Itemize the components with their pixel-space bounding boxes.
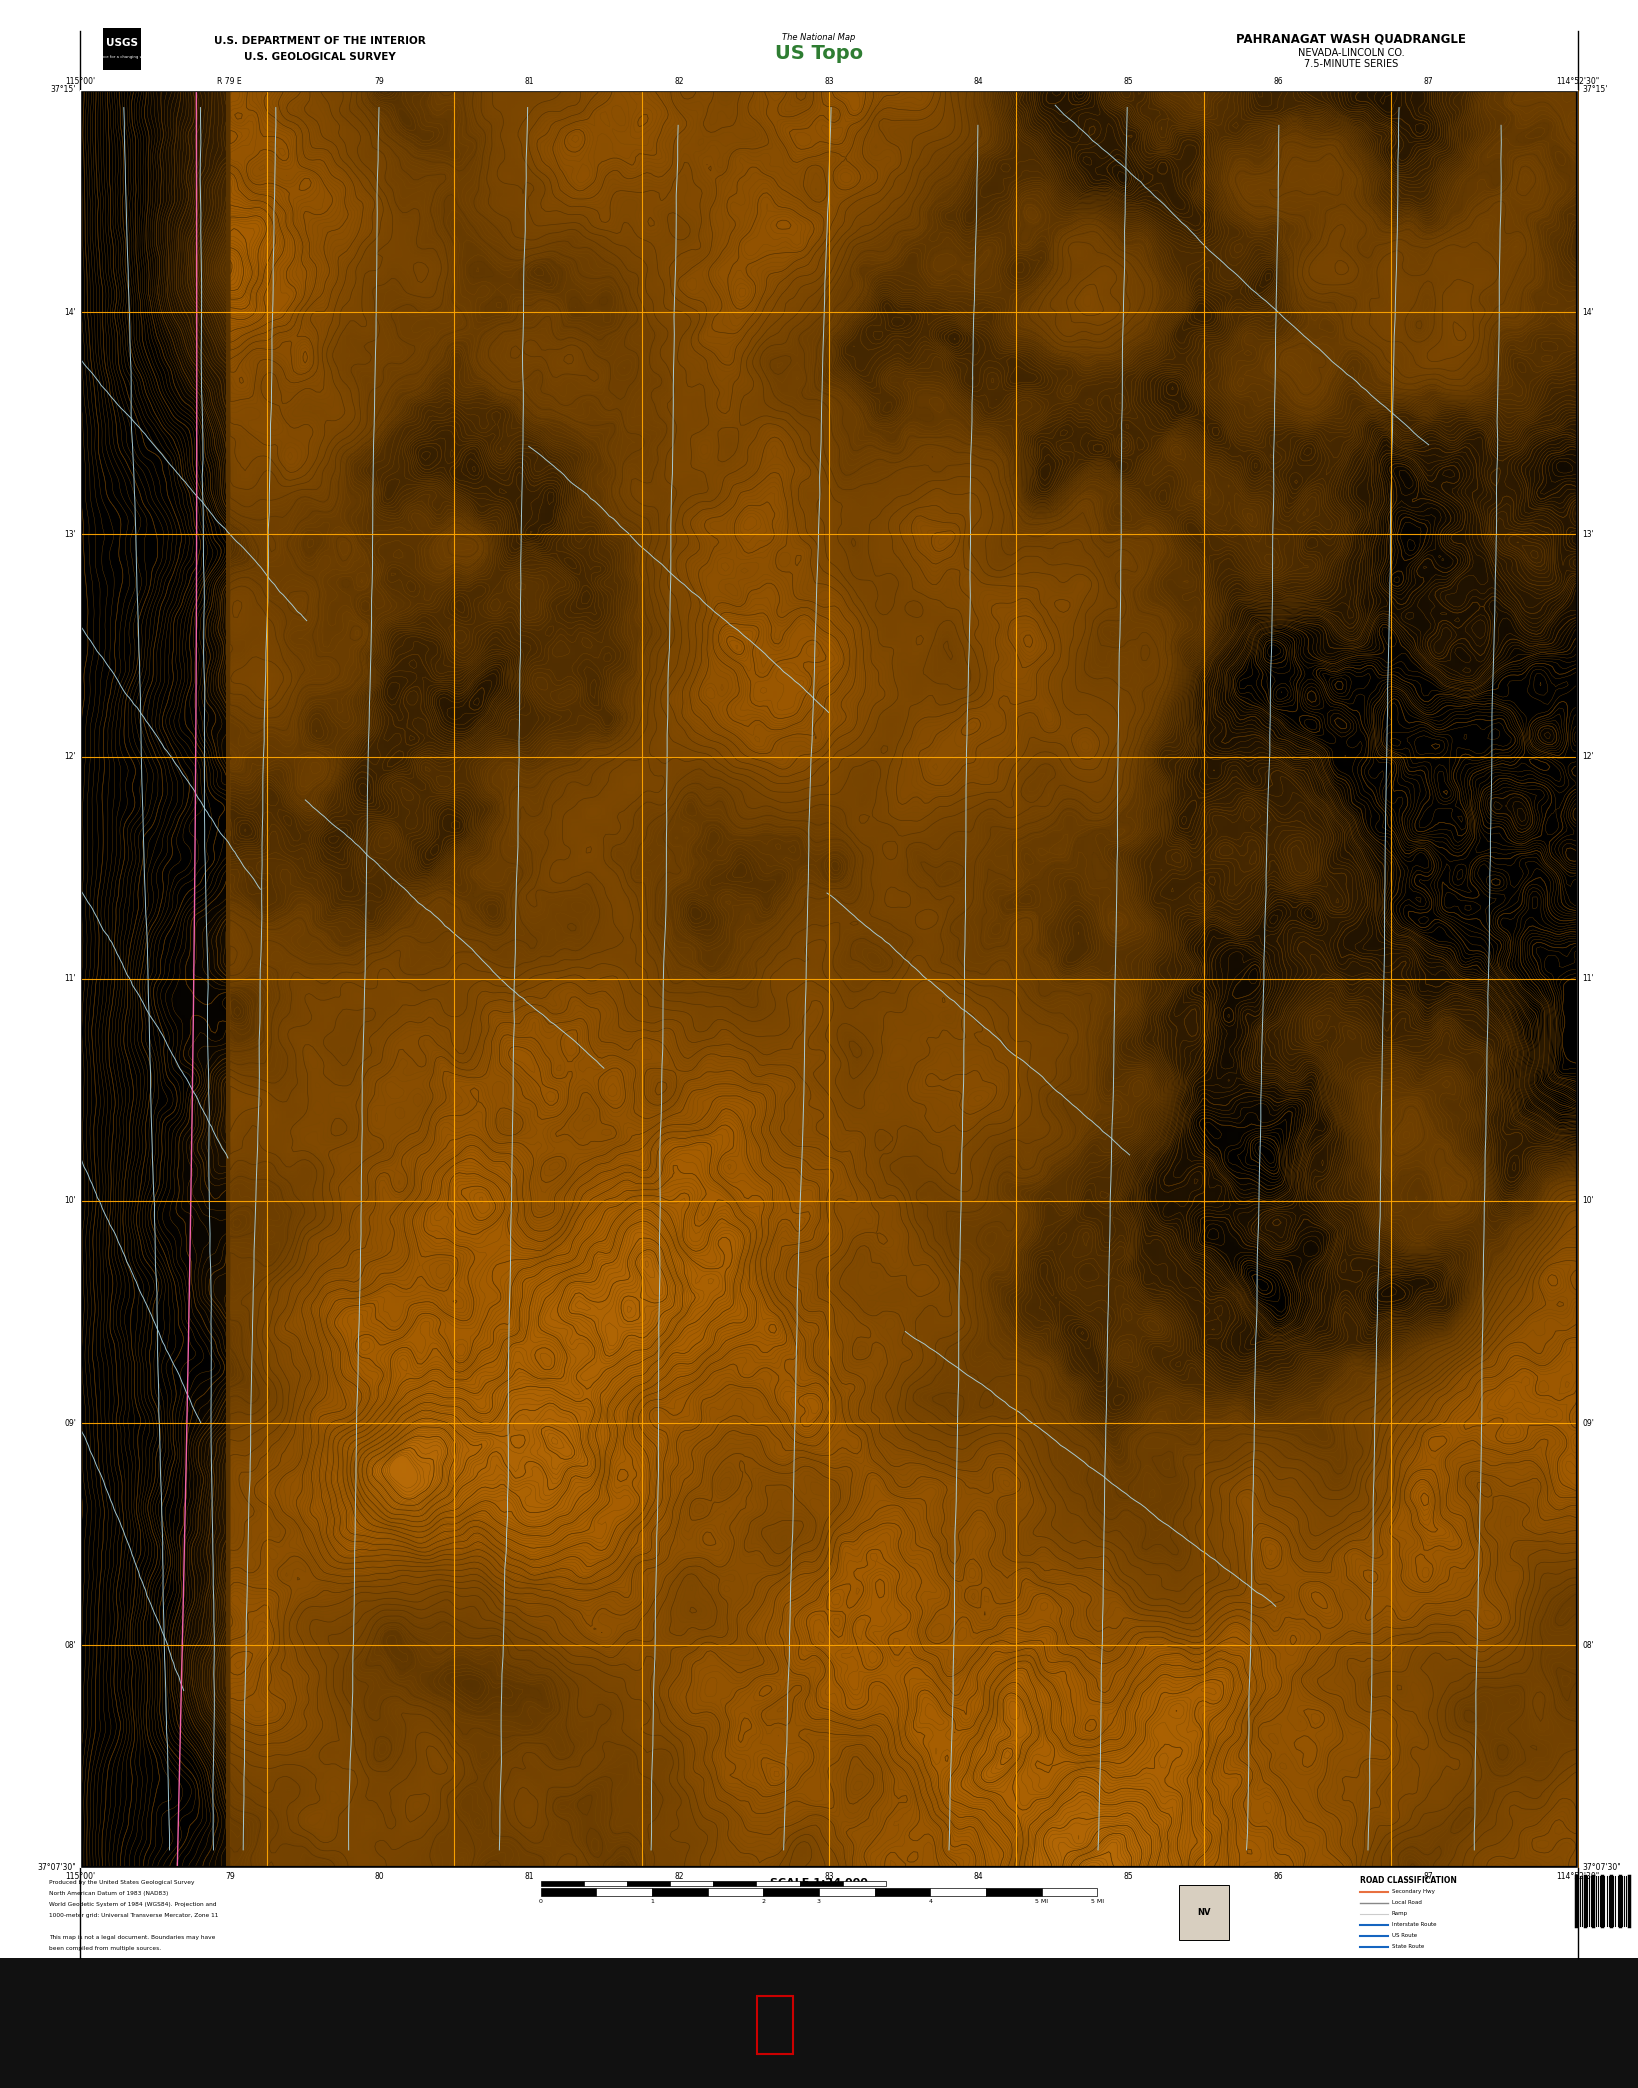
Text: 82: 82 [675,1871,685,1881]
Text: 2: 2 [762,1898,765,1904]
Text: U.S. DEPARTMENT OF THE INTERIOR: U.S. DEPARTMENT OF THE INTERIOR [213,35,426,46]
Text: 114°52'30": 114°52'30" [1556,77,1600,86]
Text: 115°00': 115°00' [66,77,95,86]
Text: 09': 09' [64,1418,75,1428]
Text: 79: 79 [224,1871,234,1881]
Text: 81: 81 [524,1871,534,1881]
Bar [713,1881,757,1885]
Text: 0: 0 [539,1898,542,1904]
Bar [80,90,1577,1867]
Text: 82: 82 [675,77,685,86]
Bar [583,1881,627,1885]
Bar [763,1888,819,1896]
Bar [596,1888,652,1896]
Text: 87: 87 [1423,1871,1433,1881]
Text: 37°07'30": 37°07'30" [38,1862,75,1873]
Bar [757,1881,799,1885]
Text: 84: 84 [975,77,983,86]
Bar [1042,1888,1097,1896]
Text: 12': 12' [1582,752,1594,760]
Text: North American Datum of 1983 (NAD83): North American Datum of 1983 (NAD83) [49,1892,169,1896]
Text: science for a changing world: science for a changing world [93,56,151,58]
Text: 79: 79 [375,77,385,86]
Bar [1179,1885,1228,1940]
Text: This map is not a legal document. Boundaries may have: This map is not a legal document. Bounda… [49,1936,216,1940]
Text: State Route: State Route [1392,1944,1423,1950]
Text: U.S. GEOLOGICAL SURVEY: U.S. GEOLOGICAL SURVEY [244,52,395,63]
Bar [757,1996,793,2055]
Text: 4: 4 [929,1898,932,1904]
Text: 10': 10' [64,1196,75,1205]
Bar [541,1881,583,1885]
Text: US Route: US Route [1392,1933,1417,1938]
Bar [799,1881,842,1885]
Text: SCALE 1:24 000: SCALE 1:24 000 [770,1877,868,1888]
Text: 12': 12' [64,752,75,760]
Text: 37°15': 37°15' [1582,86,1607,94]
Bar [986,1888,1042,1896]
Text: 7.5-MINUTE SERIES: 7.5-MINUTE SERIES [1304,58,1399,69]
Text: 10': 10' [1582,1196,1594,1205]
Bar [842,1881,886,1885]
Text: 5 MI: 5 MI [1035,1898,1048,1904]
Text: USGS: USGS [106,38,138,48]
Text: 80: 80 [375,1871,385,1881]
Text: R 79 E: R 79 E [218,77,242,86]
Text: 13': 13' [64,530,75,539]
Text: 11': 11' [1582,975,1594,983]
Text: 85: 85 [1124,77,1133,86]
Bar [0,1959,1638,2088]
Bar [103,29,141,71]
Text: Ramp: Ramp [1392,1911,1407,1917]
Text: 37°15': 37°15' [51,86,75,94]
Text: 1: 1 [650,1898,654,1904]
Bar [708,1888,763,1896]
Text: 83: 83 [824,1871,834,1881]
Text: 86: 86 [1274,77,1283,86]
Bar [875,1888,930,1896]
Text: Interstate Route: Interstate Route [1392,1923,1437,1927]
Bar [930,1888,986,1896]
Text: The National Map: The National Map [783,33,855,42]
Text: 11': 11' [64,975,75,983]
Text: 14': 14' [1582,307,1594,317]
Text: World Geodetic System of 1984 (WGS84). Projection and: World Geodetic System of 1984 (WGS84). P… [49,1902,216,1906]
Text: 86: 86 [1274,1871,1283,1881]
Bar [670,1881,713,1885]
Bar [627,1881,670,1885]
Text: 81: 81 [524,77,534,86]
Text: 08': 08' [64,1641,75,1650]
Text: 83: 83 [824,77,834,86]
Text: 13': 13' [1582,530,1594,539]
Text: 37°07'30": 37°07'30" [1582,1862,1620,1873]
Text: Produced by the United States Geological Survey: Produced by the United States Geological… [49,1879,195,1885]
Text: 5 MI: 5 MI [1091,1898,1104,1904]
Bar [652,1888,708,1896]
Text: 87: 87 [1423,77,1433,86]
Text: ROAD CLASSIFICATION: ROAD CLASSIFICATION [1360,1875,1456,1885]
Text: 14': 14' [64,307,75,317]
Text: 08': 08' [1582,1641,1594,1650]
Text: 1000-meter grid: Universal Transverse Mercator, Zone 11: 1000-meter grid: Universal Transverse Me… [49,1913,218,1917]
Text: 84: 84 [975,1871,983,1881]
Text: NV: NV [1197,1908,1210,1917]
Text: PAHRANAGAT WASH QUADRANGLE: PAHRANAGAT WASH QUADRANGLE [1237,33,1466,46]
Text: 85: 85 [1124,1871,1133,1881]
Text: Local Road: Local Road [1392,1900,1422,1904]
Text: US Topo: US Topo [775,44,863,63]
Text: 115°00': 115°00' [66,1871,95,1881]
Text: NEVADA-LINCOLN CO.: NEVADA-LINCOLN CO. [1297,48,1405,58]
Bar [819,1888,875,1896]
Text: Secondary Hwy: Secondary Hwy [1392,1890,1435,1894]
Bar [541,1888,596,1896]
Text: been compiled from multiple sources.: been compiled from multiple sources. [49,1946,161,1950]
Text: 09': 09' [1582,1418,1594,1428]
Text: 114°52'30": 114°52'30" [1556,1871,1600,1881]
Text: 3: 3 [817,1898,821,1904]
